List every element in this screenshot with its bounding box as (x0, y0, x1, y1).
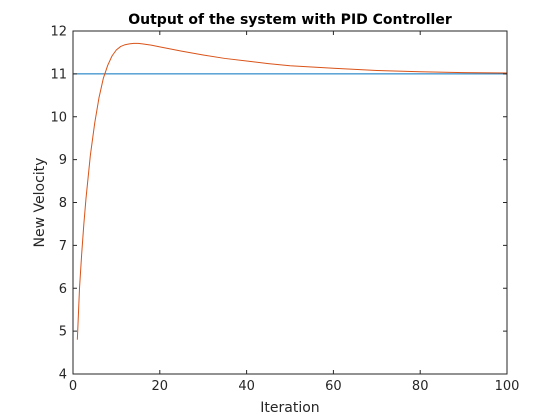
y-tick-label-5: 9 (59, 153, 67, 168)
x-tick-label-1: 20 (152, 379, 169, 394)
x-tick-label-0: 0 (69, 379, 77, 394)
plot-area (73, 31, 507, 374)
axes-frame (72, 30, 508, 375)
x-tick-label-5: 100 (495, 379, 520, 394)
y-tick-label-7: 11 (50, 67, 67, 82)
y-tick-label-8: 12 (50, 25, 67, 40)
series-layer (73, 42, 508, 340)
x-tick-label-3: 60 (325, 379, 342, 394)
chart-title: Output of the system with PID Controller (128, 12, 452, 28)
y-tick-label-3: 7 (59, 239, 67, 254)
x-tick-label-4: 80 (412, 379, 429, 394)
series-line-1 (76, 42, 508, 340)
x-axis-label: Iteration (260, 400, 319, 416)
y-tick-label-1: 5 (59, 325, 67, 340)
y-axis-label: New Velocity (32, 158, 48, 248)
y-tick-label-6: 10 (50, 110, 67, 125)
tick-layer: 0 20 40 60 80 100 4 5 6 7 8 9 10 11 12 (50, 25, 519, 395)
y-tick-label-0: 4 (59, 368, 67, 383)
x-tick-label-2: 40 (238, 379, 255, 394)
y-tick-label-4: 8 (59, 196, 67, 211)
y-tick-label-2: 6 (59, 282, 67, 297)
